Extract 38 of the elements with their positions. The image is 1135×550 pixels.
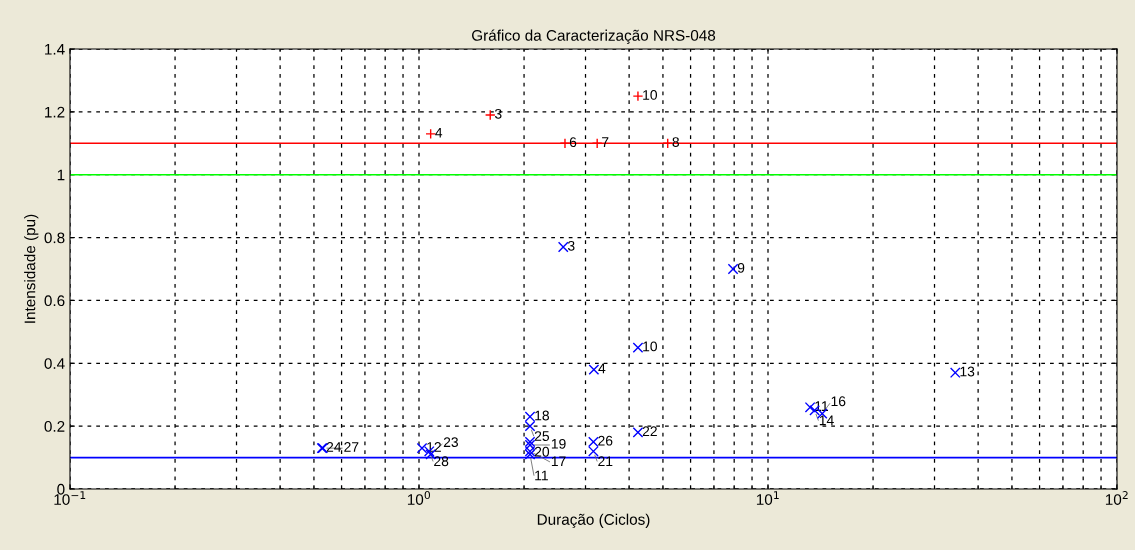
annotation: 24 xyxy=(326,442,342,452)
y-tick-label: 0.8 xyxy=(44,232,65,244)
annotation: 11 xyxy=(815,401,828,411)
y-tick-label: 1.4 xyxy=(45,44,65,55)
annotation: 17 xyxy=(551,456,566,466)
annotation: 28 xyxy=(434,456,449,467)
annotation: 20 xyxy=(534,446,550,457)
annotation: 9 xyxy=(737,262,745,273)
annotation: 12 xyxy=(427,442,441,452)
annotation: 3 xyxy=(494,108,502,119)
annotation: 13 xyxy=(960,366,975,377)
y-axis-title: Intensidade (pu) xyxy=(24,214,39,323)
y-tick-label: 0.4 xyxy=(44,358,65,369)
annotation: 22 xyxy=(642,426,657,437)
x-axis-title: Duração (Ciclos) xyxy=(537,513,650,528)
annotation: 23 xyxy=(443,437,458,448)
annotation: 14 xyxy=(819,415,834,426)
annotation: 19 xyxy=(551,438,566,449)
annotation: 27 xyxy=(344,442,359,452)
annotation: 10 xyxy=(643,90,658,100)
y-tick-label: 1 xyxy=(57,169,65,181)
annotation: 3 xyxy=(567,240,575,251)
annotation: 16 xyxy=(831,396,846,407)
annotation: 21 xyxy=(598,456,613,466)
annotation: 10 xyxy=(643,341,658,352)
x-tick-label: 10$^{1}$ xyxy=(756,491,779,505)
annotation: 4 xyxy=(435,127,443,138)
y-tick-label: 1.2 xyxy=(45,106,65,118)
x-tick-label: 10$^{0}$ xyxy=(407,491,431,505)
chart-title: Gráfico da Caracterização NRS-048 xyxy=(472,29,716,44)
y-tick-label: 0.2 xyxy=(44,421,65,432)
annotation: 4 xyxy=(598,363,606,374)
annotation: 11 xyxy=(535,470,548,481)
y-tick-label: 0.6 xyxy=(44,295,65,307)
annotation: 18 xyxy=(535,410,550,421)
annotation: 26 xyxy=(598,435,613,446)
annotation: 25 xyxy=(534,431,550,441)
x-tick-label: 10$^{2}$ xyxy=(1105,491,1128,505)
